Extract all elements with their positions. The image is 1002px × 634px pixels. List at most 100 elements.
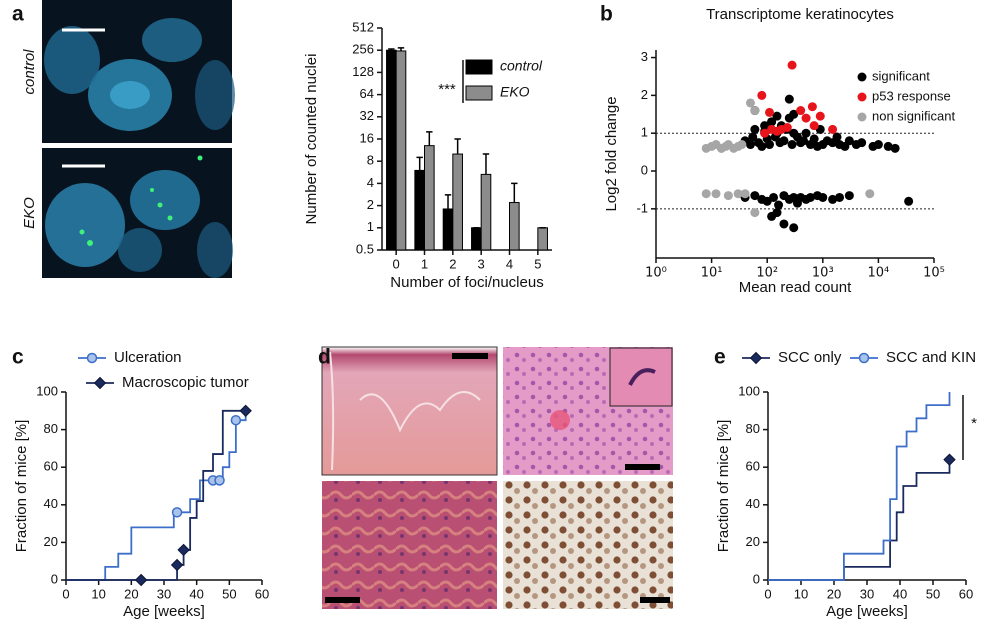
- image-label: EKO: [21, 197, 38, 229]
- point: [865, 189, 875, 199]
- x-tick-label: 40: [893, 586, 907, 601]
- y-tick-label: 100: [36, 383, 58, 398]
- point: [818, 192, 828, 202]
- legend-label: SCC and KIN: [886, 349, 976, 366]
- point: [828, 124, 838, 134]
- point: [748, 132, 758, 142]
- point: [767, 211, 777, 221]
- point: [769, 192, 779, 202]
- x-tick-label: 50: [926, 586, 940, 601]
- nucleus: [44, 26, 100, 94]
- point: [757, 90, 767, 100]
- focus: [87, 240, 93, 246]
- y-tick-label: 16: [360, 130, 374, 145]
- y-axis-label: Number of counted nuclei: [303, 54, 320, 225]
- censor-marker: [170, 558, 184, 572]
- nucleus: [45, 183, 125, 267]
- point: [740, 189, 750, 199]
- legend-marker: [858, 352, 870, 364]
- bar: [537, 227, 548, 251]
- micrograph-control: [42, 0, 235, 143]
- point: [765, 107, 775, 117]
- y-tick-label: 0: [753, 571, 760, 586]
- legend-marker: [749, 351, 763, 365]
- y-tick-label: 40: [746, 496, 760, 511]
- x-tick-label: 5: [534, 256, 541, 271]
- censor-marker: [943, 453, 956, 466]
- legend-label: Macroscopic tumor: [122, 374, 249, 391]
- point: [779, 219, 789, 229]
- point: [789, 109, 799, 119]
- x-tick-label: 10: [794, 586, 808, 601]
- micrograph-eko: [42, 148, 233, 278]
- point: [815, 111, 825, 121]
- point: [801, 113, 811, 123]
- legend-marker: [86, 352, 98, 364]
- bar: [386, 49, 397, 251]
- point: [807, 102, 817, 112]
- point: [787, 140, 797, 150]
- censor-marker: [134, 573, 148, 587]
- point: [844, 191, 854, 201]
- legend-swatch: [465, 85, 493, 101]
- legend-marker: [857, 112, 867, 122]
- x-tick-label: 1: [421, 256, 428, 271]
- point: [809, 134, 819, 144]
- histology-image: [503, 481, 673, 609]
- point: [799, 136, 809, 146]
- focus: [197, 155, 203, 161]
- focus: [167, 215, 173, 221]
- y-tick-label: 4: [367, 175, 374, 190]
- y-tick-label: 20: [746, 534, 760, 549]
- point: [789, 128, 799, 138]
- x-axis-label: Number of foci/nucleus: [390, 274, 543, 291]
- legend-label: EKO: [500, 84, 530, 100]
- x-tick-label: 0: [62, 586, 69, 601]
- y-tick-label: 32: [360, 108, 374, 123]
- bar: [509, 202, 520, 251]
- x-tick-label: 20: [124, 586, 138, 601]
- point: [779, 136, 789, 146]
- point: [774, 200, 784, 210]
- point: [711, 189, 721, 199]
- x-tick-label: 60: [959, 586, 973, 601]
- x-axis-label: Mean read count: [739, 279, 852, 296]
- error-bar: [426, 131, 433, 146]
- legend-marker: [93, 376, 107, 390]
- censor-marker: [239, 404, 252, 418]
- y-tick-label: 2: [641, 87, 648, 102]
- point: [883, 141, 893, 151]
- point: [789, 223, 799, 233]
- y-tick-label: 0.5: [356, 241, 374, 256]
- x-tick-label: 10³: [812, 266, 834, 281]
- point: [835, 192, 845, 202]
- legend-marker: [857, 72, 867, 82]
- legend-label: significant: [872, 68, 930, 83]
- y-tick-label: 2: [367, 197, 374, 212]
- y-tick-label: 256: [352, 42, 374, 57]
- y-tick-label: 60: [44, 459, 58, 474]
- point: [745, 140, 755, 150]
- legend-label: Ulceration: [114, 349, 182, 366]
- point: [737, 140, 747, 150]
- x-axis-label: Age [weeks]: [123, 603, 205, 620]
- x-tick-label: 0: [393, 256, 400, 271]
- error-bar: [416, 156, 423, 171]
- y-tick-label: 128: [352, 64, 374, 79]
- y-axis-label: Fraction of mice [%]: [715, 420, 732, 553]
- x-tick-label: 50: [222, 586, 236, 601]
- error-bar: [454, 138, 461, 155]
- y-tick-label: 60: [746, 459, 760, 474]
- y-tick-label: 100: [738, 383, 760, 398]
- legend-label: non significant: [872, 108, 955, 123]
- survival-curve: [66, 409, 246, 581]
- chart-title: Transcriptome keratinocytes: [706, 6, 894, 23]
- point: [904, 196, 914, 206]
- survival-curve: [768, 459, 951, 581]
- point: [701, 189, 711, 199]
- tissue-structure: [628, 368, 656, 386]
- x-tick-label: 10⁰: [645, 266, 667, 281]
- x-tick-label: 10¹: [701, 266, 723, 281]
- nucleus: [130, 170, 200, 230]
- x-tick-label: 2: [449, 256, 456, 271]
